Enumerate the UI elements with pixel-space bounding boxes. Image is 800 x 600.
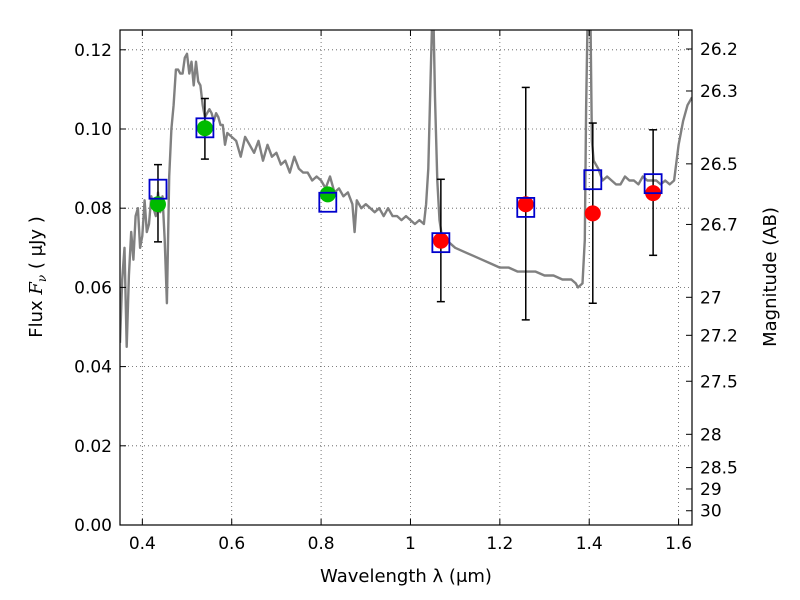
model-spectrum-line [120, 30, 692, 348]
y-tick-label: 0.00 [74, 516, 112, 536]
model-photometry-box [583, 169, 603, 191]
model-photometry-box [318, 191, 338, 213]
x-tick-label: 1.2 [486, 534, 513, 554]
y2-tick-label: 27 [700, 288, 722, 308]
optical-data-point [149, 196, 166, 213]
y-axis-label: Flux Fν ( μJy ) [26, 216, 49, 338]
infrared-data-point [517, 196, 534, 213]
model-photometry-box [195, 117, 215, 139]
model-photometry-box [148, 178, 168, 200]
y2-tick-label: 29 [700, 480, 722, 500]
model-photometry-box [516, 197, 536, 218]
infrared-data-point [432, 232, 449, 249]
y-tick-label: 0.04 [74, 358, 112, 378]
y2-tick-label: 26.3 [700, 82, 738, 102]
y-tick-label: 0.10 [74, 120, 112, 140]
observed-points-layer [149, 120, 662, 249]
y2-tick-label: 28 [700, 425, 722, 445]
model-photometry-box [431, 232, 451, 254]
y-tick-label: 0.08 [74, 199, 112, 219]
y2-tick-label: 27.5 [700, 372, 738, 392]
x-tick-label: 1.4 [576, 534, 603, 554]
y2-tick-label: 26.2 [700, 40, 738, 60]
optical-data-point [319, 186, 336, 203]
x-tick-label: 0.4 [129, 534, 156, 554]
grid [120, 30, 692, 526]
y-tick-label: 0.06 [74, 278, 112, 298]
x-tick-label: 1.6 [665, 534, 692, 554]
plot-frame [119, 29, 693, 526]
model-spectrum-layer [120, 30, 692, 348]
y-tick-label: 0.02 [74, 437, 112, 457]
y2-tick-label: 28.5 [700, 459, 738, 479]
y2-tick-label: 26.7 [700, 215, 738, 235]
model-photometry-layer [148, 117, 663, 254]
y2-tick-label: 27.2 [700, 326, 738, 346]
y2-tick-label: 30 [700, 502, 722, 522]
x-tick-label: 0.6 [218, 534, 245, 554]
x-axis-label: Wavelength λ (μm) [320, 566, 492, 587]
y2-axis-label: Magnitude (AB) [760, 207, 781, 347]
model-photometry-box [643, 173, 663, 195]
y2-tick-label: 26.5 [700, 155, 738, 175]
x-tick-label: 0.8 [308, 534, 335, 554]
tick-marks [120, 30, 692, 526]
optical-data-point [196, 120, 213, 137]
tick-labels: 0.4 0.6 0.8 1 1.2 1.4 1.6 0.00 0.02 0.04 0.06 0.08 0… [74, 40, 738, 554]
y-tick-label: 0.12 [74, 41, 112, 61]
x-tick-label: 1 [405, 534, 416, 554]
infrared-data-point [584, 205, 601, 222]
